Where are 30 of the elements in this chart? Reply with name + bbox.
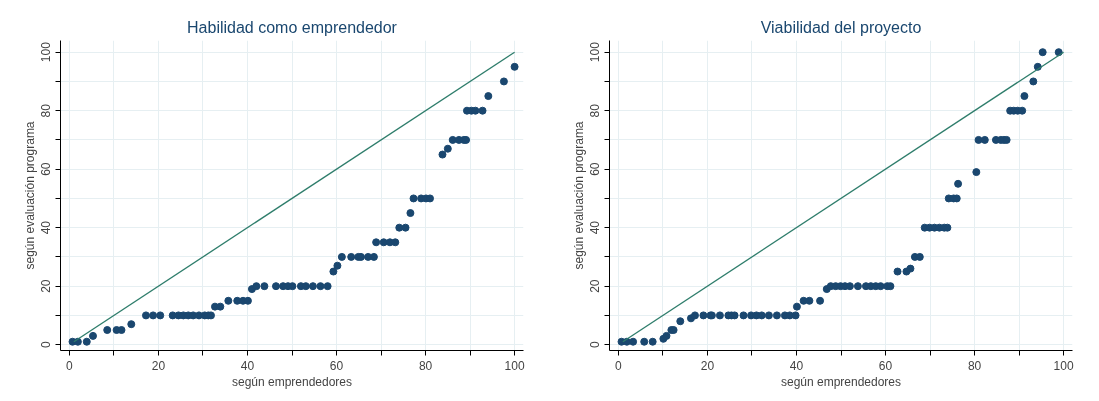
y-tick-label: 100 (588, 41, 603, 63)
y-tick-label: 80 (588, 103, 603, 118)
x-tick-label: 80 (418, 358, 433, 373)
y-tick-label: 60 (39, 162, 54, 176)
y-tick-label: 40 (39, 220, 54, 235)
y-tick-label: 100 (39, 41, 54, 63)
y-tick-label: 60 (588, 162, 603, 176)
x-axis-title: según emprendedores (780, 374, 902, 389)
x-tick-label: 40 (240, 358, 255, 373)
y-tick-label: 20 (39, 279, 54, 293)
y-tick-label: 0 (39, 340, 54, 348)
y-tick-label: 80 (39, 103, 54, 118)
x-tick-label: 60 (878, 358, 893, 373)
y-axis-title: según evaluación programa (22, 121, 37, 270)
y-tick-label: 0 (588, 340, 603, 348)
x-tick-label: 20 (151, 358, 166, 373)
y-axis-title: según evaluación programa (571, 121, 586, 270)
x-tick-label: 0 (615, 358, 623, 373)
x-tick-label: 100 (504, 358, 525, 373)
chart-title: Habilidad como emprendedor (187, 18, 398, 36)
y-tick-label: 40 (588, 220, 603, 235)
y-tick-label: 20 (588, 279, 603, 293)
x-tick-label: 0 (66, 358, 74, 373)
x-tick-label: 40 (789, 358, 804, 373)
x-axis-title: según emprendedores (231, 374, 353, 389)
x-tick-label: 60 (329, 358, 344, 373)
x-tick-label: 20 (700, 358, 715, 373)
chart-title: Viabilidad del proyecto (760, 18, 922, 36)
x-tick-label: 80 (967, 358, 982, 373)
x-tick-label: 100 (1053, 358, 1074, 373)
